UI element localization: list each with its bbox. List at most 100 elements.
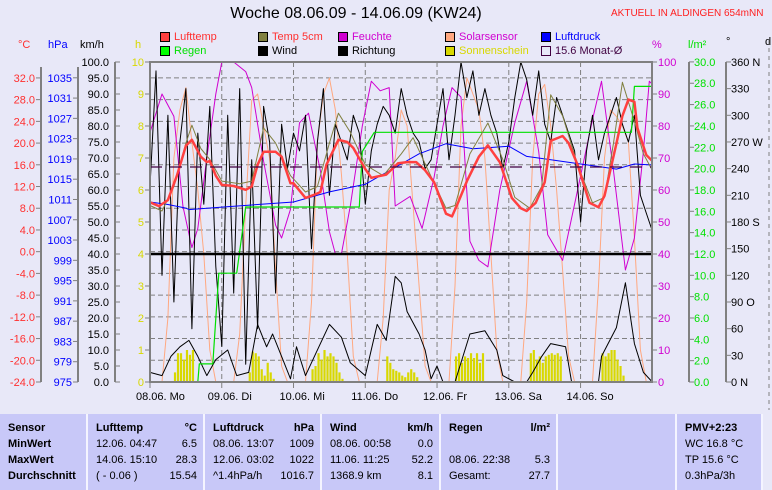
- sunshine-bar: [547, 354, 550, 382]
- stats-table: Sensor MinWert MaxWert Durchschnitt Lufttemp…: [0, 414, 772, 490]
- direction-tick-label: 180 S: [731, 217, 760, 229]
- sunshine-bar: [535, 359, 538, 382]
- humidity-tick-label: 100: [658, 57, 676, 69]
- sunshine-bar: [613, 350, 616, 382]
- sunshine-bar: [332, 356, 335, 382]
- sunshine-bar: [466, 358, 470, 382]
- table-cell-value: 6.5: [181, 438, 197, 450]
- legend-item-richtung: Richtung: [338, 45, 395, 57]
- rain-tick-label: 28.0: [694, 78, 715, 90]
- sunshine-bar: [538, 356, 541, 382]
- direction-tick-label: 150: [731, 244, 749, 256]
- day-label: 08.06. Mo: [136, 391, 185, 403]
- table-cell-label: 08.06. 22:38: [449, 454, 511, 466]
- location-label: AKTUELL IN ALDINGEN 654mNN: [611, 8, 764, 19]
- pressure-tick-label: 995: [54, 276, 72, 288]
- table-cell-label: 14.06. 15:10: [96, 454, 158, 466]
- sunshine-bar: [407, 372, 410, 382]
- sunshine-bar: [532, 350, 535, 382]
- table-header: PMV+2:23: [685, 422, 738, 434]
- table-cell-label: 0.3hPa/3h: [685, 470, 736, 482]
- table-cell-value: 1009: [289, 438, 314, 450]
- sunshine-bar: [469, 353, 473, 382]
- pressure-tick-label: 1011: [48, 194, 72, 206]
- sunshine-bar: [329, 353, 332, 382]
- sunshine-bar: [529, 353, 532, 382]
- pressure-tick-label: 1023: [48, 134, 72, 146]
- sunshine-bar: [413, 372, 416, 382]
- humidity-tick-label: 30: [658, 281, 670, 293]
- legend-label: Temp 5cm: [272, 31, 323, 43]
- sunshine-bar: [176, 353, 180, 382]
- wind-tick-label: 5.0: [94, 361, 109, 373]
- legend-label: Lufttemp: [174, 31, 217, 43]
- table-header-unit: hPa: [293, 422, 314, 434]
- temp-tick-label: 28.0: [14, 95, 35, 107]
- legend-label: Solarsensor: [459, 31, 518, 43]
- pressure-tick-label: 983: [54, 336, 72, 348]
- legend-swatch: [445, 32, 455, 42]
- sunshine-bar: [266, 362, 269, 382]
- table-header: Luftdruck: [213, 422, 264, 434]
- regen-line: [150, 85, 653, 383]
- legend-label: Richtung: [352, 45, 396, 57]
- direction-tick-label: 210: [731, 190, 749, 202]
- rain-tick-label: 8.0: [694, 292, 709, 304]
- humidity-tick-label: 70: [658, 153, 670, 165]
- rain-tick-label: 4.0: [694, 334, 709, 346]
- sunshine-bar: [311, 369, 314, 382]
- day-label: 09.06. Di: [208, 391, 252, 403]
- table-column-wind: Wind km/h 08.06. 00:58 0.0 11.06. 11:25 52.2 1…: [322, 414, 441, 490]
- legend-swatch: [338, 46, 348, 56]
- humidity-tick-label: 10: [658, 345, 670, 357]
- temp-tick-label: -20.0: [10, 355, 35, 367]
- wind-tick-label: 10.0: [88, 345, 109, 357]
- rain-tick-label: 26.0: [694, 100, 715, 112]
- table-column-empty: [558, 414, 677, 490]
- sun-tick-label: 2: [138, 313, 144, 325]
- wind-tick-label: 100.0: [81, 57, 109, 69]
- pressure-tick-label: 1035: [48, 73, 72, 85]
- table-column-lufttemp: Lufttemp °C 12.06. 04:47 6.5 14.06. 15:10 28.…: [88, 414, 205, 490]
- humidity-tick-label: 0: [658, 377, 664, 389]
- sunshine-bar: [254, 353, 257, 382]
- legend-item-luftdruck: Luftdruck: [541, 31, 600, 43]
- sunshine-bar: [173, 372, 177, 382]
- humidity-tick-label: 80: [658, 121, 670, 133]
- table-cell-label: Gesamt:: [449, 470, 491, 482]
- direction-tick-label: 60: [731, 324, 743, 336]
- legend-label: Luftdruck: [555, 31, 601, 43]
- day-label: 13.06. Sa: [495, 391, 543, 403]
- wind-tick-label: 65.0: [88, 169, 109, 181]
- day-label: 14.06. So: [567, 391, 614, 403]
- sunshine-bar: [622, 375, 625, 382]
- table-cell-label: 08.06. 00:58: [330, 438, 392, 450]
- temp-tick-label: 32.0: [14, 73, 35, 85]
- pressure-tick-label: 1007: [48, 215, 72, 227]
- rain-tick-label: 14.0: [694, 228, 715, 240]
- wind-tick-label: 75.0: [88, 137, 109, 149]
- sunshine-bar: [607, 353, 610, 382]
- direction-tick-label: 0 N: [731, 377, 748, 389]
- sunshine-bar: [263, 375, 266, 382]
- table-cell-value: 1022: [289, 454, 314, 466]
- temp-tick-label: 8.0: [20, 203, 35, 215]
- table-cell-value: 52.2: [411, 454, 433, 466]
- sun-tick-label: 8: [138, 121, 144, 133]
- sunshine-bar: [475, 353, 479, 382]
- table-header: Sensor: [8, 422, 46, 434]
- table-column-sensor: Sensor MinWert MaxWert Durchschnitt: [0, 414, 88, 490]
- sunshine-bar: [416, 377, 419, 382]
- pressure-tick-label: 991: [54, 296, 72, 308]
- temp-tick-label: 0.0: [20, 247, 35, 259]
- sunshine-bar: [179, 353, 183, 382]
- wind-tick-label: 95.0: [88, 73, 109, 85]
- pressure-tick-label: 987: [54, 316, 72, 328]
- legend-item-feuchte: Feuchte: [338, 31, 392, 43]
- table-cell-value: 5.3: [534, 454, 550, 466]
- temp-tick-label: -8.0: [16, 290, 35, 302]
- sunshine-bar: [257, 356, 260, 382]
- day-label: 10.06. Mi: [280, 391, 325, 403]
- pressure-tick-label: 999: [54, 255, 72, 267]
- legend-swatch: [160, 32, 170, 42]
